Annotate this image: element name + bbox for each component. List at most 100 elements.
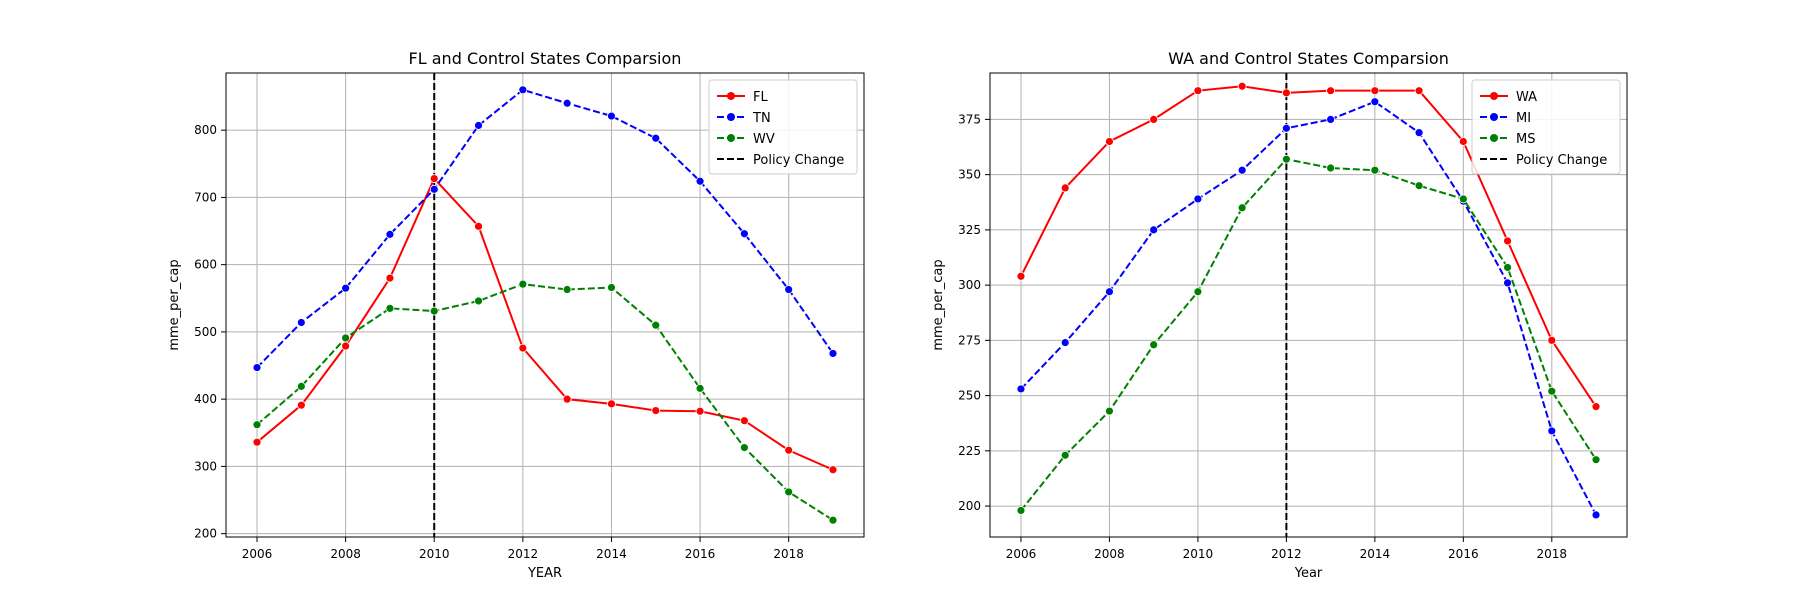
x-tick-label: 2014 (596, 547, 627, 561)
legend-marker-wv (727, 134, 735, 142)
series-fl (252, 174, 838, 475)
data-point-wa (1591, 402, 1601, 412)
series-wa (1016, 81, 1601, 412)
data-point-wv (341, 333, 351, 343)
data-point-ms (1458, 194, 1468, 204)
legend-label-fl: FL (753, 90, 768, 105)
data-point-fl (385, 273, 395, 283)
plot-frame (989, 72, 1628, 538)
data-point-wv (828, 515, 838, 525)
y-axis-label: mme_per_cap (167, 259, 182, 350)
legend-marker-fl (727, 92, 735, 100)
data-point-fl (252, 437, 262, 447)
series-line-tn (256, 88, 834, 369)
y-tick-label: 800 (194, 123, 217, 137)
x-tick-label: 2016 (685, 547, 716, 561)
data-point-fl (474, 221, 483, 231)
x-tick-label: 2014 (1360, 547, 1391, 561)
y-tick-label: 600 (194, 258, 217, 272)
x-tick-label: 2008 (1094, 547, 1125, 561)
y-tick-label: 300 (194, 459, 217, 473)
data-point-wa (1458, 137, 1468, 146)
series-line-mi (1020, 100, 1597, 516)
y-tick-label: 275 (958, 333, 981, 347)
data-point-mi (1016, 384, 1026, 394)
data-point-fl (695, 406, 705, 416)
data-point-wv (607, 283, 616, 292)
data-point-ms (1281, 154, 1291, 164)
legend-label-tn: TN (752, 111, 771, 126)
legend: WA MI MS Policy Change (1471, 79, 1621, 175)
chart-fl-comparison: 2006 2008 2010 2012 2014 2016 2018 200 300 400 500… (167, 49, 865, 581)
data-point-ms (1370, 165, 1380, 175)
data-point-tn (828, 349, 838, 358)
data-point-ms (1591, 455, 1601, 465)
legend-marker-wa (1490, 92, 1498, 100)
data-point-tn (562, 98, 572, 108)
data-point-mi (1547, 426, 1557, 436)
data-point-ms (1149, 340, 1159, 350)
data-point-wa (1281, 88, 1291, 98)
y-axis-label: mme_per_cap (931, 259, 946, 350)
series-line-fl (256, 176, 834, 471)
data-point-ms (1060, 450, 1070, 460)
legend-marker-ms (1490, 134, 1498, 142)
data-point-mi (1281, 123, 1291, 133)
data-point-mi (1326, 115, 1336, 124)
legend-label-policy-change: Policy Change (1516, 153, 1607, 168)
x-tick-label: 2018 (1537, 547, 1568, 561)
data-point-ms (1193, 287, 1203, 297)
data-point-wv (474, 296, 483, 306)
data-point-wv (739, 443, 749, 452)
plot-frame (225, 72, 865, 538)
data-point-tn (252, 363, 262, 372)
data-point-fl (651, 406, 661, 415)
legend: FL TN WV Policy Change (708, 79, 858, 175)
data-point-ms (1547, 386, 1557, 396)
data-point-wa (1414, 86, 1424, 96)
y-tick-label: 325 (958, 223, 981, 237)
data-point-fl (296, 400, 306, 410)
legend-label-wa: WA (1516, 90, 1537, 105)
chart-wa-comparison: 2006 2008 2010 2012 2014 2016 2018 200 225 250 275… (931, 49, 1628, 581)
legend-box (708, 79, 858, 175)
data-point-wa (1060, 183, 1070, 193)
data-point-tn (784, 285, 794, 294)
data-point-fl (341, 341, 351, 351)
x-tick-label: 2010 (419, 547, 450, 561)
x-tick-label: 2018 (773, 547, 804, 561)
legend-box (1471, 79, 1621, 175)
data-point-mi (1503, 278, 1512, 288)
grid (990, 73, 1627, 537)
data-point-fl (429, 174, 439, 183)
series-ms (1016, 154, 1601, 515)
x-axis-label: Year (1294, 566, 1323, 581)
data-point-tn (607, 111, 616, 121)
data-point-wa (1326, 86, 1336, 96)
x-tick-label: 2016 (1448, 547, 1479, 561)
data-point-wa (1370, 86, 1380, 96)
data-point-wv (695, 383, 705, 393)
data-point-tn (474, 121, 483, 130)
data-point-ms (1326, 163, 1336, 173)
x-tick-label: 2012 (1271, 547, 1302, 561)
data-point-wa (1016, 271, 1026, 281)
data-point-wa (1149, 115, 1159, 124)
y-tick-label: 350 (958, 168, 981, 182)
data-point-tn (518, 85, 528, 95)
series-wv (252, 279, 838, 525)
data-point-tn (385, 229, 395, 239)
data-point-wv (562, 285, 572, 294)
y-tick-label: 200 (958, 499, 981, 513)
y-tick-label: 250 (958, 389, 981, 403)
data-point-mi (1237, 165, 1247, 175)
y-tick-label: 700 (194, 190, 217, 204)
data-point-tn (739, 229, 749, 239)
legend-marker-mi (1490, 113, 1498, 121)
data-point-tn (651, 133, 661, 143)
data-point-wv (252, 420, 262, 430)
chart-title: WA and Control States Comparsion (1168, 49, 1449, 68)
chart-title: FL and Control States Comparsion (409, 49, 682, 68)
x-tick-label: 2006 (242, 547, 273, 561)
